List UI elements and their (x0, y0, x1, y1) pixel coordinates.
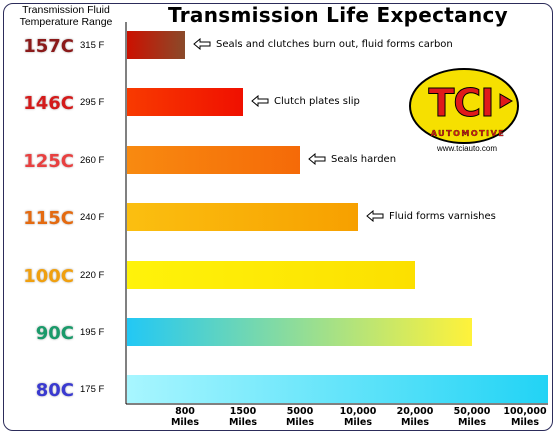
left-arrow-icon (193, 38, 211, 50)
celsius-label: 125C (23, 151, 74, 172)
celsius-label: 115C (23, 208, 74, 229)
x-tick-label: 800 Miles (170, 406, 200, 428)
chart-title: Transmission Life Expectancy (168, 3, 508, 27)
fahrenheit-label: 195 F (80, 327, 105, 338)
celsius-label: 146C (23, 93, 74, 114)
y-axis-title: Transmission Fluid Temperature Range (19, 4, 113, 28)
celsius-label: 157C (23, 36, 74, 57)
x-tick-label: 10,000 Miles (339, 406, 377, 428)
fahrenheit-label: 175 F (80, 384, 105, 395)
fahrenheit-label: 220 F (80, 270, 105, 281)
bar-115c (127, 203, 358, 231)
chart-frame (3, 3, 553, 431)
annotation-text: Fluid forms varnishes (389, 210, 496, 222)
logo-tagline-text: AUTOMOTIVE (431, 129, 506, 138)
x-tick-label: 50,000 Miles (453, 406, 491, 428)
tci-logo: TCI AUTOMOTIVE (409, 68, 519, 144)
left-arrow-icon (308, 153, 326, 165)
left-arrow-icon (251, 95, 269, 107)
fahrenheit-label: 295 F (80, 97, 105, 108)
bar-157c (127, 31, 185, 59)
bar-100c (127, 261, 415, 289)
fahrenheit-label: 260 F (80, 155, 105, 166)
annotation: Seals and clutches burn out, fluid forms… (193, 38, 453, 50)
bar-90c (127, 318, 472, 346)
logo-url: www.tciauto.com (436, 144, 498, 153)
annotation-text: Seals harden (331, 153, 397, 165)
fahrenheit-label: 240 F (80, 212, 105, 223)
annotation-text: Seals and clutches burn out, fluid forms… (216, 38, 453, 50)
annotation: Fluid forms varnishes (366, 210, 496, 222)
x-tick-label: 1500 Miles (228, 406, 258, 428)
celsius-label: 100C (23, 266, 74, 287)
celsius-label: 90C (35, 323, 74, 344)
annotation: Seals harden (308, 153, 396, 165)
bar-80c (127, 375, 548, 403)
x-tick-label: 5000 Miles (285, 406, 315, 428)
x-tick-label: 20,000 Miles (396, 406, 434, 428)
annotation: Clutch plates slip (251, 95, 360, 107)
fahrenheit-label: 315 F (80, 40, 105, 51)
logo-brand-text: TCI (429, 81, 494, 125)
x-tick-label: 100,000 Miles (503, 406, 547, 428)
left-arrow-icon (366, 210, 384, 222)
logo-arrow-icon (499, 93, 513, 109)
celsius-label: 80C (35, 380, 74, 401)
bar-146c (127, 88, 243, 116)
annotation-text: Clutch plates slip (274, 95, 360, 107)
bar-125c (127, 146, 300, 174)
